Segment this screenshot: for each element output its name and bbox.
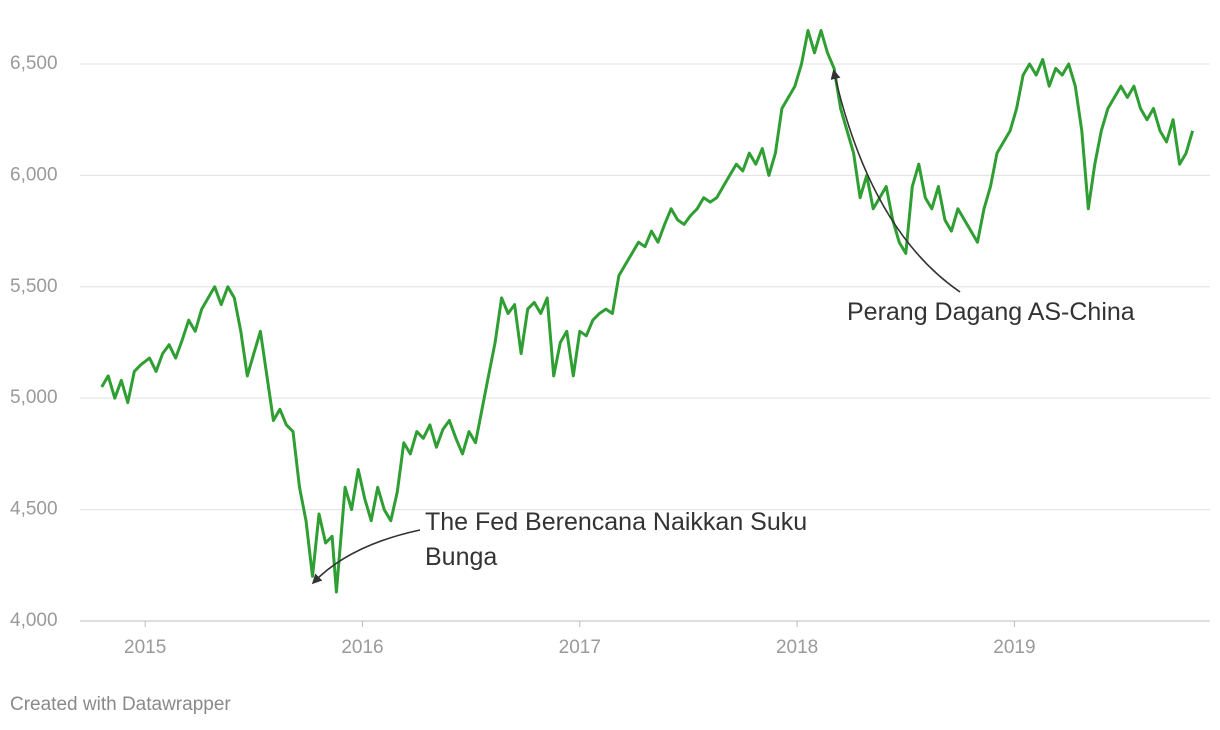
y-tick-label: 5,000 — [10, 387, 58, 408]
annotation-arrow — [830, 69, 961, 293]
y-tick-label: 6,000 — [10, 164, 58, 185]
y-tick-label: 5,500 — [10, 276, 58, 297]
annotation-arrow — [311, 529, 421, 585]
y-tick-label: 4,500 — [10, 499, 58, 520]
price-line — [100, 29, 1195, 594]
footer: Created with Datawrapper — [10, 694, 231, 715]
x-tick-label: 2016 — [341, 637, 383, 658]
x-tick-label: 2015 — [124, 637, 166, 658]
x-tick-label: 2017 — [559, 637, 601, 658]
y-tick-label: 4,000 — [10, 610, 58, 631]
annotation: Perang Dagang AS-China — [847, 298, 1135, 326]
annotation: The Fed Berencana Naikkan Suku Bunga — [425, 508, 808, 571]
x-tick-label: 2018 — [776, 637, 818, 658]
y-tick-label: 6,500 — [10, 53, 58, 74]
x-tick-label: 2019 — [993, 637, 1035, 658]
